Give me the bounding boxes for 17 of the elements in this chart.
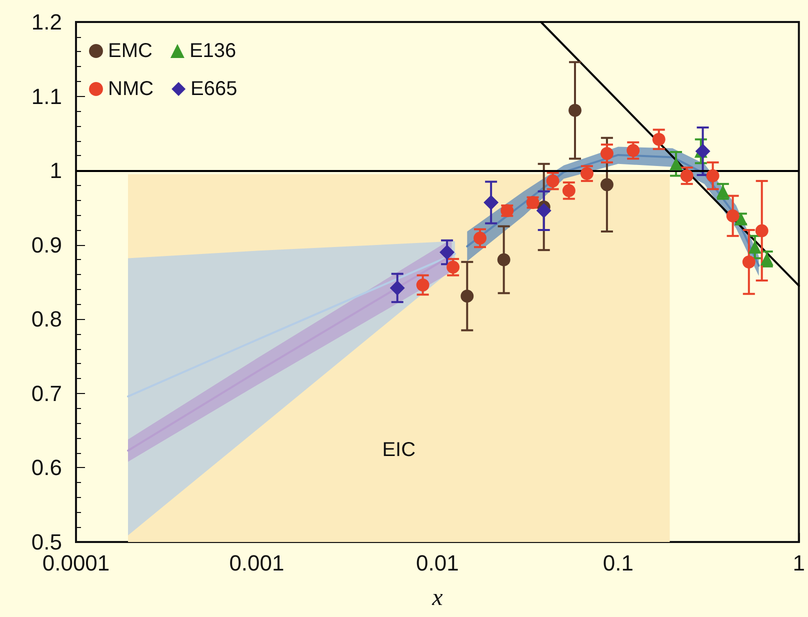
- y-tick-label: 0.8: [31, 306, 62, 332]
- legend-label: E136: [189, 40, 236, 62]
- y-tick-label: 0.9: [31, 232, 62, 258]
- legend-label: E665: [190, 78, 238, 100]
- y-tick-label: 1: [50, 158, 62, 184]
- x-tick-label: 0.1: [602, 550, 634, 576]
- x-tick-label: 1: [792, 550, 806, 576]
- x-axis-title: x: [431, 585, 444, 611]
- x-tick-label: 0.01: [416, 550, 459, 576]
- series-label: EIC: [382, 439, 416, 462]
- legend-label: NMC: [108, 78, 154, 100]
- y-tick-label: 0.7: [31, 380, 62, 406]
- y-tick-label: 0.6: [31, 455, 62, 480]
- x-tick-label: 0.001: [229, 550, 284, 576]
- y-tick-label: 1.2: [31, 10, 62, 34]
- legend-label: EMC: [108, 40, 152, 62]
- y-tick-label: 1.1: [31, 84, 62, 109]
